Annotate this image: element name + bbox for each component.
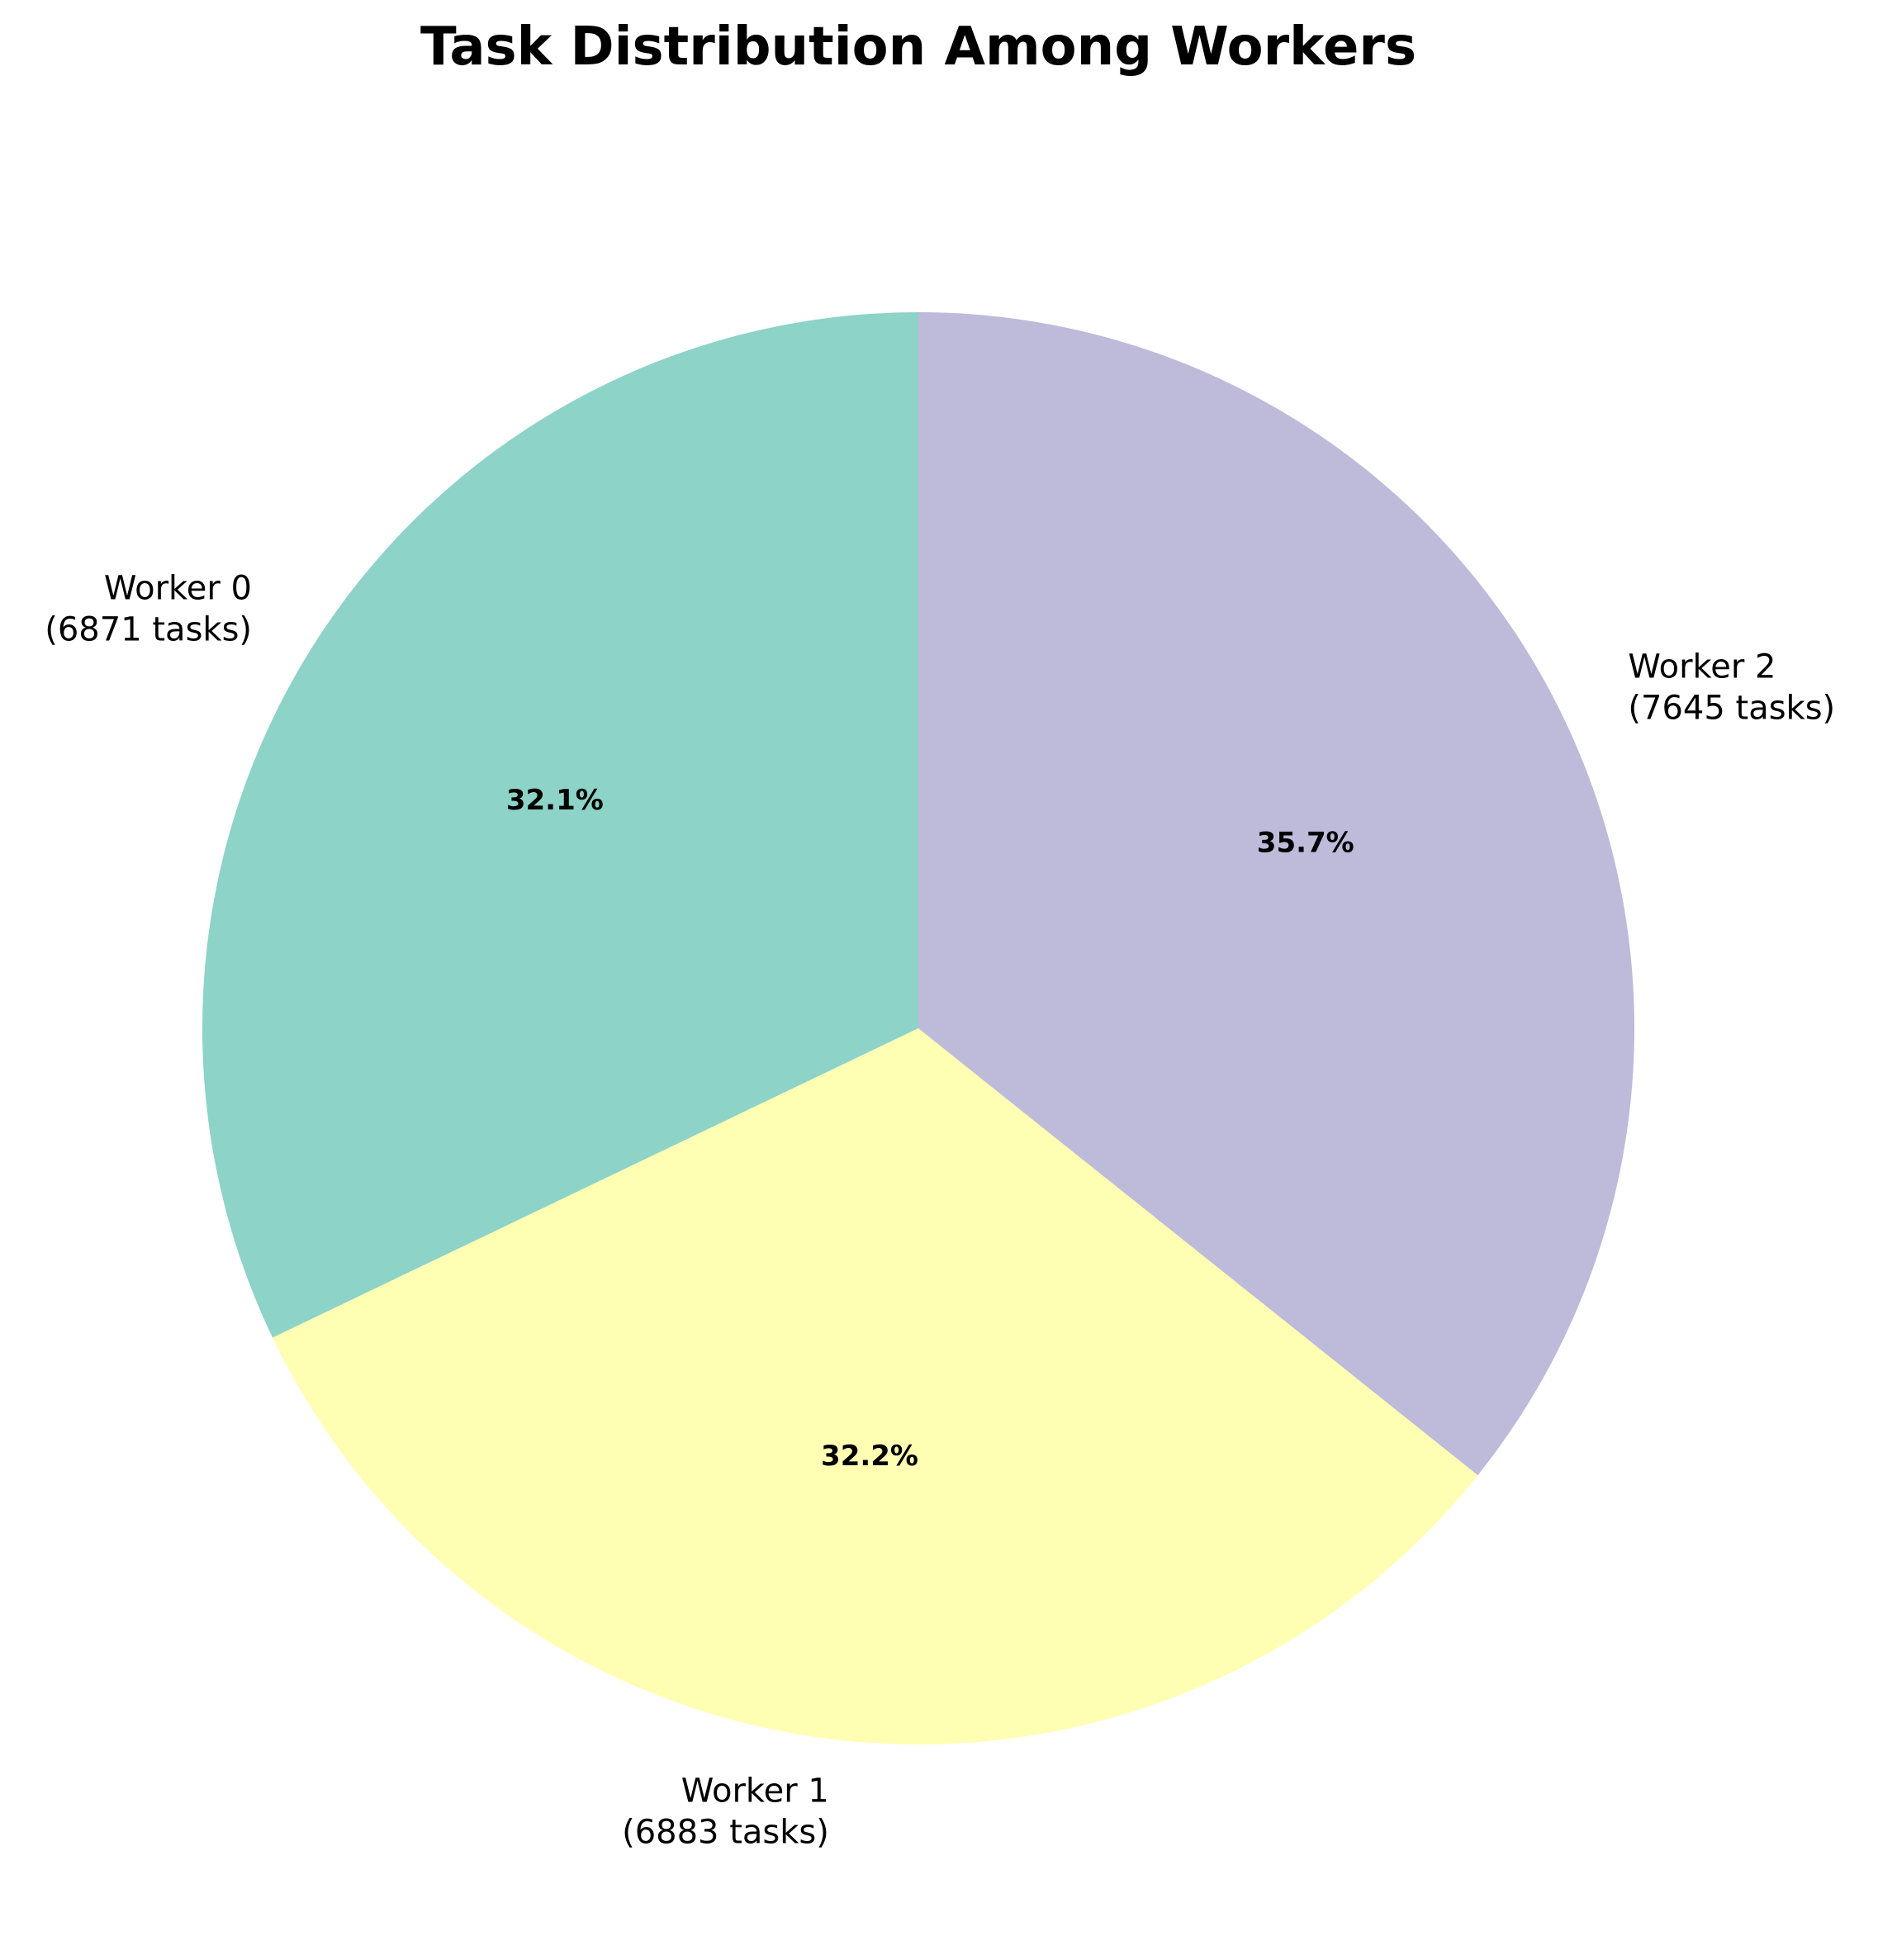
pie-labels: Worker 0 (6871 tasks) 32.1% Worker 1 (6883 t… xyxy=(45,570,1835,1852)
slice-label-line: (6883 tasks) xyxy=(622,1814,829,1852)
slice-label-line: (7645 tasks) xyxy=(1628,690,1835,728)
pie-slices xyxy=(202,312,1634,1744)
chart-title: Task Distribution Among Workers xyxy=(420,17,1416,78)
slice-label-line: Worker 1 xyxy=(681,1773,829,1811)
pie-slice-2 xyxy=(918,312,1634,1476)
slice-label-0: Worker 0 (6871 tasks) xyxy=(45,570,252,649)
slice-percent-label-0: 32.1% xyxy=(506,784,604,817)
slice-label-1: Worker 1 (6883 tasks) xyxy=(622,1773,829,1852)
pie-slice-0 xyxy=(202,312,918,1338)
slice-label-2: Worker 2 (7645 tasks) xyxy=(1628,648,1835,728)
slice-percent-label-1: 32.2% xyxy=(821,1440,918,1473)
slice-label-line: (6871 tasks) xyxy=(45,611,252,649)
pie-slice-1 xyxy=(273,1028,1478,1744)
slice-label-line: Worker 0 xyxy=(104,570,252,608)
slice-percent-label-2: 35.7% xyxy=(1257,826,1354,859)
slice-label-line: Worker 2 xyxy=(1628,648,1776,686)
